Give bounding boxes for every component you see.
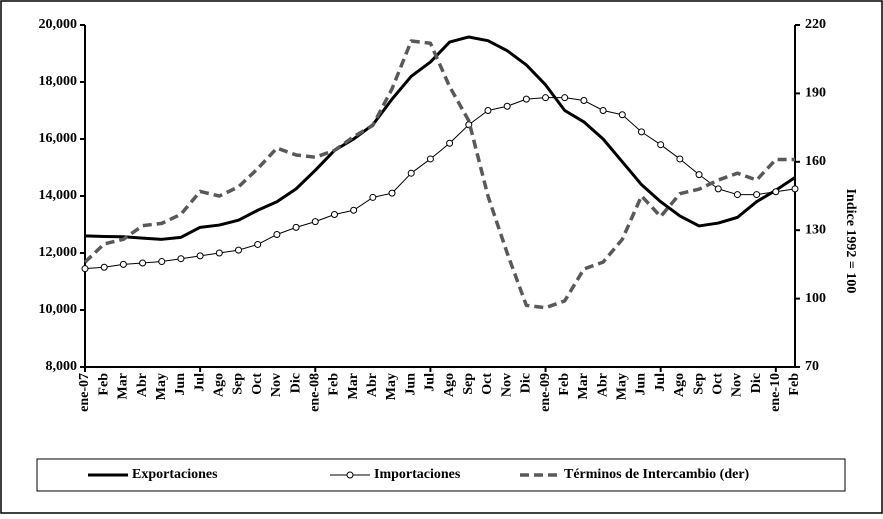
point [330, 211, 338, 219]
point [618, 111, 626, 119]
y2-axis-label: Indice 1992 = 100 [843, 189, 858, 294]
point [292, 223, 300, 231]
point [388, 189, 396, 197]
x-tick-label: Feb [787, 373, 802, 396]
point [733, 191, 741, 199]
point [714, 185, 722, 193]
point [522, 95, 530, 103]
point [772, 188, 780, 196]
legend-label: Exportaciones [132, 467, 218, 482]
point [235, 246, 243, 254]
point [158, 258, 166, 266]
point [503, 102, 511, 110]
x-tick-label: Feb [557, 373, 572, 396]
point [81, 265, 89, 273]
point [446, 139, 454, 147]
y-tick-label: 20,000 [39, 17, 78, 32]
legend-label: Términos de Intercambio (der) [564, 467, 750, 482]
point [542, 94, 550, 102]
point [407, 169, 415, 177]
legend-label: Importaciones [374, 467, 461, 482]
x-tick-label: Jul [653, 373, 668, 392]
x-tick-label: Abr [595, 373, 610, 397]
x-tick-label: Ago [672, 373, 687, 397]
point [676, 155, 684, 163]
point [311, 218, 319, 226]
x-tick-label: Mar [576, 373, 591, 399]
x-tick-label: Sep [461, 373, 476, 395]
x-tick-label: Sep [231, 373, 246, 395]
y2-tick-label: 100 [805, 291, 826, 306]
point [599, 107, 607, 114]
point [426, 155, 434, 163]
y2-tick-label: 190 [805, 86, 826, 101]
legend-marker [346, 471, 354, 479]
point [657, 141, 665, 149]
x-tick-label: Ago [212, 373, 227, 397]
point [753, 191, 761, 199]
x-tick-label: ene-10 [768, 373, 783, 412]
x-tick-label: May [154, 373, 169, 400]
y-tick-label: 14,000 [39, 188, 78, 203]
x-tick-label: Jun [403, 373, 418, 396]
point [100, 263, 108, 271]
y2-tick-label: 130 [805, 222, 826, 237]
point [119, 260, 127, 268]
x-tick-label: Nov [730, 373, 745, 397]
y-tick-label: 12,000 [39, 245, 78, 260]
x-tick-label: Feb [96, 373, 111, 396]
x-tick-label: Sep [691, 373, 706, 395]
point [273, 230, 281, 238]
point [350, 206, 358, 214]
x-tick-label: ene-07 [77, 373, 92, 412]
series-line [83, 39, 795, 310]
point [561, 94, 569, 102]
x-tick-label: Abr [135, 373, 150, 397]
point [254, 240, 262, 248]
x-tick-label: Nov [269, 373, 284, 397]
x-tick-label: Jul [192, 373, 207, 392]
y-tick-label: 18,000 [39, 74, 78, 89]
legend-box [36, 458, 846, 492]
y-tick-label: 8,000 [46, 359, 78, 374]
x-tick-label: Jun [173, 373, 188, 396]
point [196, 252, 204, 260]
x-tick-label: Oct [710, 373, 725, 395]
x-tick-label: Nov [499, 373, 514, 397]
y2-tick-label: 160 [805, 154, 826, 169]
x-tick-label: Feb [327, 373, 342, 396]
point [484, 107, 492, 114]
point [215, 249, 223, 257]
y2-tick-label: 220 [805, 17, 826, 32]
y2-tick-label: 70 [805, 359, 819, 374]
point [637, 128, 645, 136]
x-tick-label: Oct [480, 373, 495, 395]
y-tick-label: 10,000 [39, 302, 78, 317]
x-tick-label: Ago [442, 373, 457, 397]
x-tick-label: Dic [288, 373, 303, 393]
point [791, 185, 799, 193]
point [177, 255, 185, 263]
x-tick-label: Mar [346, 373, 361, 399]
x-tick-label: May [384, 373, 399, 400]
x-tick-label: Oct [250, 373, 265, 395]
x-tick-label: Dic [749, 373, 764, 393]
point [139, 259, 147, 267]
x-tick-label: May [615, 373, 630, 400]
point [580, 97, 588, 105]
x-tick-label: Jul [423, 373, 438, 392]
x-tick-label: Mar [116, 373, 131, 399]
x-tick-label: ene-08 [307, 373, 322, 412]
y-tick-label: 16,000 [39, 131, 78, 146]
x-tick-label: Dic [519, 373, 534, 393]
x-tick-label: Abr [365, 373, 380, 397]
point [695, 171, 703, 179]
x-tick-label: Jun [634, 373, 649, 396]
x-tick-label: ene-09 [538, 373, 553, 412]
point [369, 193, 377, 201]
series-line [84, 35, 796, 241]
